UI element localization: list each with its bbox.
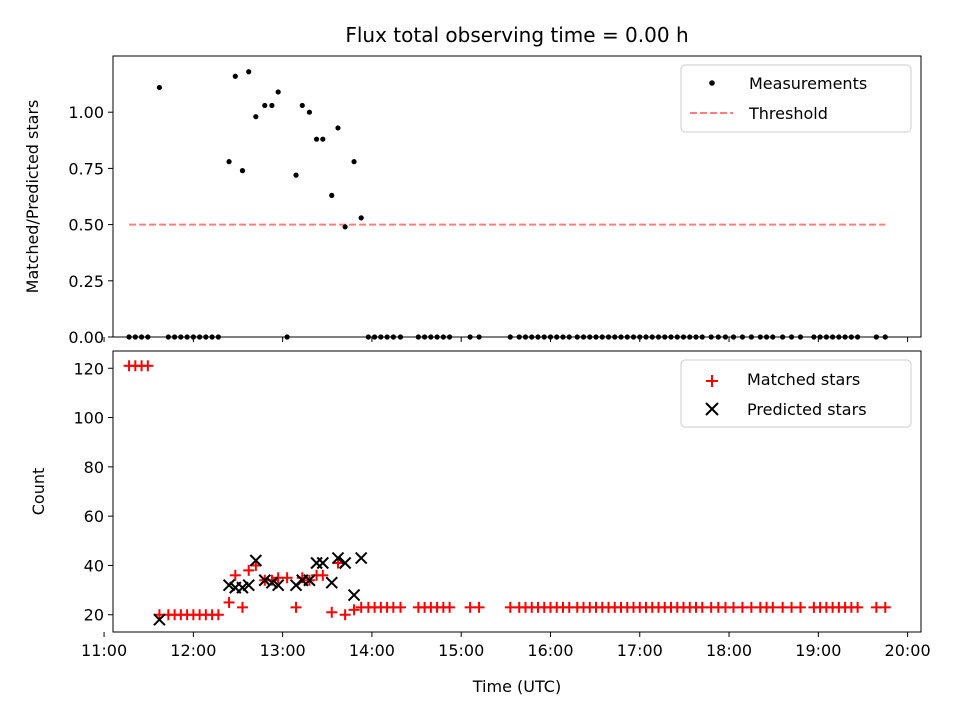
measurement-point: [306, 109, 313, 115]
predicted-star-point: [303, 574, 316, 587]
predicted-star-point: [354, 551, 368, 565]
measurement-point: [299, 102, 305, 109]
matched-star-point: [290, 601, 302, 613]
top-legend-box: [680, 64, 912, 133]
measurement-point: [269, 102, 275, 109]
measurement-point: [156, 84, 163, 91]
matched-star-point: [852, 601, 864, 613]
matched-star-point: [394, 601, 406, 613]
matched-star-point: [142, 360, 154, 372]
bottom-y-tick-label: 20: [84, 606, 104, 625]
matched-star-point: [879, 601, 891, 613]
predicted-star-point: [331, 551, 345, 565]
top-y-tick-label: 1.00: [68, 103, 104, 122]
top-x-axis: [103, 337, 909, 342]
bottom-panel: 20 40 60 80 100 120 11:00 12:00 13:00 14:00 15:00…: [29, 350, 931, 696]
bottom-x-tick-label: 17:00: [617, 641, 663, 660]
top-y-axis-label: Matched/Predicted stars: [23, 100, 42, 294]
bottom-y-tick-label: 100: [73, 409, 104, 428]
bottom-x-tick-label: 18:00: [706, 641, 752, 660]
legend-predicted-label: Predicted stars: [747, 400, 867, 419]
bottom-x-axis: 11:00 12:00 13:00 14:00 15:00 16:00 17:00 18:00…: [81, 632, 931, 660]
measurement-point: [232, 73, 238, 79]
bottom-y-tick-label: 80: [84, 458, 104, 477]
matched-star-point: [473, 601, 485, 613]
measurement-point: [275, 89, 281, 95]
measurement-point: [351, 159, 357, 165]
bottom-y-tick-label: 120: [73, 359, 104, 378]
matched-star-point: [767, 601, 779, 613]
bottom-y-tick-label: 40: [84, 556, 104, 575]
top-y-tick-label: 0.00: [68, 328, 104, 347]
predicted-star-point: [347, 588, 361, 602]
matched-star-point: [229, 569, 241, 581]
predicted-star-point: [316, 556, 330, 570]
bottom-x-tick-label: 15:00: [438, 641, 484, 660]
measurement-point: [226, 159, 232, 165]
measurement-point: [358, 215, 364, 221]
matched-star-point: [212, 609, 224, 621]
bottom-legend: Matched stars Predicted stars: [680, 359, 912, 428]
top-plot-marks: [126, 69, 888, 340]
top-y-tick-label: 0.50: [68, 216, 104, 235]
legend-measurements-label: Measurements: [749, 74, 867, 93]
bottom-y-axis-label: Count: [29, 468, 48, 516]
matched-star-point: [243, 564, 255, 576]
matched-star-point: [794, 601, 806, 613]
matched-star-point: [444, 601, 456, 613]
legend-measurements-marker: [709, 80, 715, 86]
bottom-x-tick-label: 12:00: [170, 641, 216, 660]
legend-matched-marker: [706, 375, 718, 387]
predicted-star-point: [153, 613, 166, 626]
predicted-star-point: [338, 556, 352, 570]
bottom-plot-marks: [123, 360, 891, 626]
measurement-point: [246, 69, 252, 75]
matched-star-point: [339, 609, 351, 621]
matched-star-point: [281, 572, 293, 584]
measurement-point: [335, 125, 341, 131]
legend-matched-label: Matched stars: [747, 370, 860, 389]
measurement-point: [293, 172, 299, 178]
matched-star-point: [223, 596, 235, 608]
top-legend: Measurements Threshold: [680, 64, 912, 133]
bottom-x-axis-label: Time (UTC): [472, 677, 561, 696]
measurement-point: [329, 192, 335, 198]
bottom-legend-box: [680, 359, 912, 428]
measurement-point: [239, 168, 246, 174]
bottom-y-axis: 20 40 60 80 100 120: [73, 359, 113, 625]
measurement-point: [313, 136, 320, 142]
matched-star-point: [326, 606, 338, 618]
measurement-point: [262, 102, 268, 109]
top-panel: 0.00 0.25 0.50 0.75 1.00 Matched/Predicted s…: [23, 55, 922, 347]
predicted-star-point: [242, 578, 255, 592]
matched-star-point: [348, 604, 360, 616]
bottom-x-tick-label: 16:00: [527, 641, 573, 660]
predicted-star-point: [249, 554, 263, 567]
predicted-star-point: [325, 576, 338, 589]
top-y-axis: 0.00 0.25 0.50 0.75 1.00: [68, 103, 113, 347]
bottom-x-tick-label: 11:00: [81, 641, 127, 660]
matched-star-point: [317, 569, 329, 581]
chart-title: Flux total observing time = 0.00 h: [345, 23, 688, 47]
top-y-tick-label: 0.25: [68, 272, 104, 291]
bottom-x-tick-label: 14:00: [349, 641, 395, 660]
predicted-star-point: [258, 574, 271, 587]
measurement-point: [320, 136, 326, 142]
predicted-star-point: [271, 578, 285, 592]
bottom-x-tick-label: 13:00: [260, 641, 306, 660]
bottom-x-tick-label: 19:00: [795, 641, 841, 660]
measurement-point: [342, 224, 348, 230]
bottom-axes-frame: [112, 350, 922, 633]
top-y-tick-label: 0.75: [68, 159, 104, 178]
legend-predicted-marker: [705, 402, 719, 416]
legend-threshold-label: Threshold: [748, 104, 828, 123]
bottom-x-tick-label: 20:00: [885, 641, 931, 660]
top-axes-frame: [112, 55, 922, 338]
matched-star-point: [236, 601, 248, 613]
measurement-point: [253, 114, 259, 120]
bottom-y-tick-label: 60: [84, 507, 104, 526]
